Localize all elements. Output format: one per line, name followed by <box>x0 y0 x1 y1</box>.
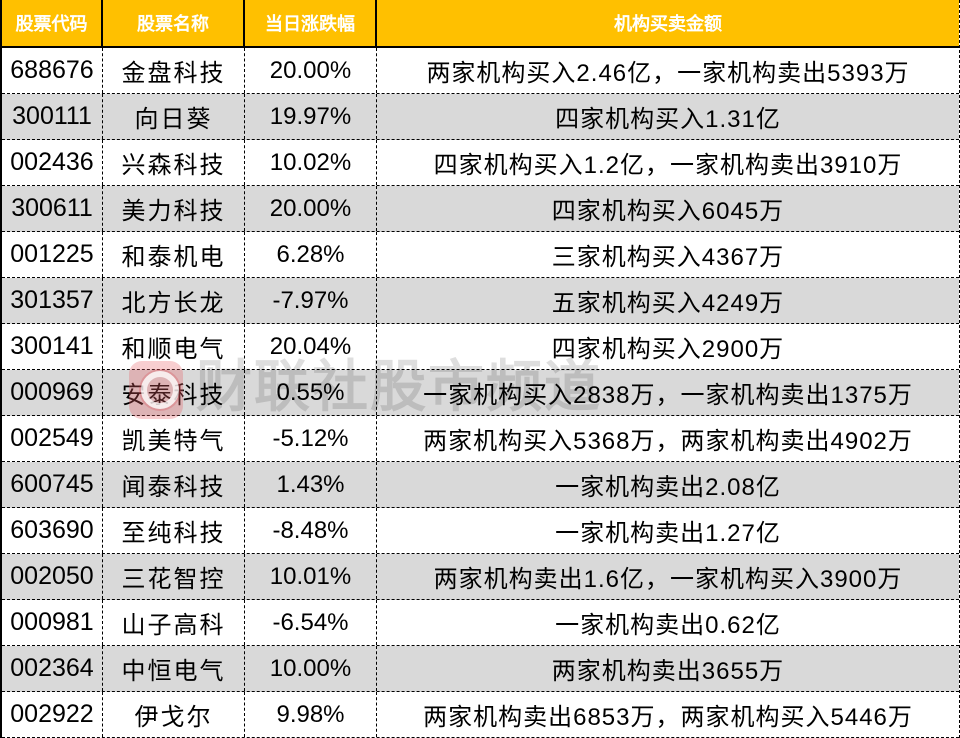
stock-code-cell: 300141 <box>2 324 103 369</box>
stock-name-cell: 山子高科 <box>103 600 245 645</box>
table-row: 300141 和顺电气 20.04% 四家机构买入2900万 <box>2 324 959 370</box>
daily-change-cell: -6.54% <box>245 600 377 645</box>
daily-change-cell: 20.00% <box>245 186 377 231</box>
table-row: 300111 向日葵 19.97% 四家机构买入1.31亿 <box>2 94 959 140</box>
table-row: 300611 美力科技 20.00% 四家机构买入6045万 <box>2 186 959 232</box>
institution-amount-cell: 四家机构买入1.2亿，一家机构卖出3910万 <box>433 152 903 179</box>
daily-change-cell: 19.97% <box>245 94 377 139</box>
institution-amount-cell: 四家机构买入6045万 <box>551 198 785 225</box>
table-row: 002050 三花智控 10.01% 两家机构卖出1.6亿，一家机构买入3900… <box>2 554 959 600</box>
institution-amount-cell: 两家机构卖出3655万 <box>551 658 785 685</box>
stock-code-cell: 300611 <box>2 186 103 231</box>
stock-name-cell: 兴森科技 <box>103 140 245 185</box>
stock-code-cell: 002364 <box>2 646 103 691</box>
table-row: 600745 闻泰科技 1.43% 一家机构卖出2.08亿 <box>2 462 959 508</box>
stock-code-cell: 002050 <box>2 554 103 599</box>
table-row: 002922 伊戈尔 9.98% 两家机构卖出6853万，两家机构买入5446万 <box>2 692 959 738</box>
stock-code-cell: 002436 <box>2 140 103 185</box>
institution-amount-cell: 一家机构卖出1.27亿 <box>555 520 781 547</box>
stock-name-cell: 闻泰科技 <box>103 462 245 507</box>
table-row: 001225 和泰机电 6.28% 三家机构买入4367万 <box>2 232 959 278</box>
stock-code-cell: 301357 <box>2 278 103 323</box>
institution-amount-cell: 两家机构买入5368万，两家机构卖出4902万 <box>423 428 913 455</box>
header-stock-code: 股票代码 <box>2 0 103 46</box>
institution-amount-cell: 两家机构买入2.46亿，一家机构卖出5393万 <box>426 60 910 87</box>
stock-name-cell: 中恒电气 <box>103 646 245 691</box>
table-row: 603690 至纯科技 -8.48% 一家机构卖出1.27亿 <box>2 508 959 554</box>
daily-change-cell: -5.12% <box>245 416 377 461</box>
institution-amount-cell: 四家机构买入1.31亿 <box>555 106 781 133</box>
institution-amount-cell: 两家机构卖出6853万，两家机构买入5446万 <box>423 704 913 731</box>
table-row: 000969 安泰科技 0.55% 一家机构买入2838万，一家机构卖出1375… <box>2 370 959 416</box>
stock-code-cell: 001225 <box>2 232 103 277</box>
daily-change-cell: 1.43% <box>245 462 377 507</box>
stock-code-cell: 688676 <box>2 48 103 93</box>
daily-change-cell: 0.55% <box>245 370 377 415</box>
institution-amount-cell: 三家机构买入4367万 <box>551 244 785 271</box>
daily-change-cell: 20.00% <box>245 48 377 93</box>
stock-name-cell: 至纯科技 <box>103 508 245 553</box>
stock-code-cell: 002549 <box>2 416 103 461</box>
daily-change-cell: 10.02% <box>245 140 377 185</box>
stock-name-cell: 安泰科技 <box>103 370 245 415</box>
table-body: 688676 金盘科技 20.00% 两家机构买入2.46亿，一家机构卖出539… <box>2 48 959 738</box>
daily-change-cell: 9.98% <box>245 692 377 737</box>
table-row: 688676 金盘科技 20.00% 两家机构买入2.46亿，一家机构卖出539… <box>2 48 959 94</box>
stock-code-cell: 000981 <box>2 600 103 645</box>
stock-code-cell: 000969 <box>2 370 103 415</box>
header-stock-name: 股票名称 <box>103 0 245 46</box>
stock-name-cell: 向日葵 <box>103 94 245 139</box>
institution-amount-cell: 一家机构卖出0.62亿 <box>555 612 781 639</box>
daily-change-cell: 10.00% <box>245 646 377 691</box>
header-institution-amount: 机构买卖金额 <box>377 0 959 46</box>
table-header-row: 股票代码 股票名称 当日涨跌幅 机构买卖金额 <box>2 0 959 48</box>
institution-amount-cell: 四家机构买入2900万 <box>551 336 785 363</box>
table-row: 002364 中恒电气 10.00% 两家机构卖出3655万 <box>2 646 959 692</box>
institution-amount-cell: 一家机构买入2838万，一家机构卖出1375万 <box>423 382 913 409</box>
stock-name-cell: 伊戈尔 <box>103 692 245 737</box>
stock-name-cell: 三花智控 <box>103 554 245 599</box>
daily-change-cell: 20.04% <box>245 324 377 369</box>
stock-code-cell: 300111 <box>2 94 103 139</box>
stock-code-cell: 603690 <box>2 508 103 553</box>
table-row: 000981 山子高科 -6.54% 一家机构卖出0.62亿 <box>2 600 959 646</box>
institution-amount-cell: 五家机构买入4249万 <box>551 290 785 317</box>
daily-change-cell: 6.28% <box>245 232 377 277</box>
stock-code-cell: 002922 <box>2 692 103 737</box>
stock-name-cell: 金盘科技 <box>103 48 245 93</box>
table-row: 002549 凯美特气 -5.12% 两家机构买入5368万，两家机构卖出490… <box>2 416 959 462</box>
stock-name-cell: 和泰机电 <box>103 232 245 277</box>
table-row: 301357 北方长龙 -7.97% 五家机构买入4249万 <box>2 278 959 324</box>
daily-change-cell: -7.97% <box>245 278 377 323</box>
stock-name-cell: 美力科技 <box>103 186 245 231</box>
stock-name-cell: 北方长龙 <box>103 278 245 323</box>
header-daily-change: 当日涨跌幅 <box>245 0 377 46</box>
stock-name-cell: 凯美特气 <box>103 416 245 461</box>
table-row: 002436 兴森科技 10.02% 四家机构买入1.2亿，一家机构卖出3910… <box>2 140 959 186</box>
daily-change-cell: 10.01% <box>245 554 377 599</box>
stock-code-cell: 600745 <box>2 462 103 507</box>
stock-name-cell: 和顺电气 <box>103 324 245 369</box>
institution-amount-cell: 两家机构卖出1.6亿，一家机构买入3900万 <box>433 566 903 593</box>
daily-change-cell: -8.48% <box>245 508 377 553</box>
institution-amount-cell: 一家机构卖出2.08亿 <box>555 474 781 501</box>
